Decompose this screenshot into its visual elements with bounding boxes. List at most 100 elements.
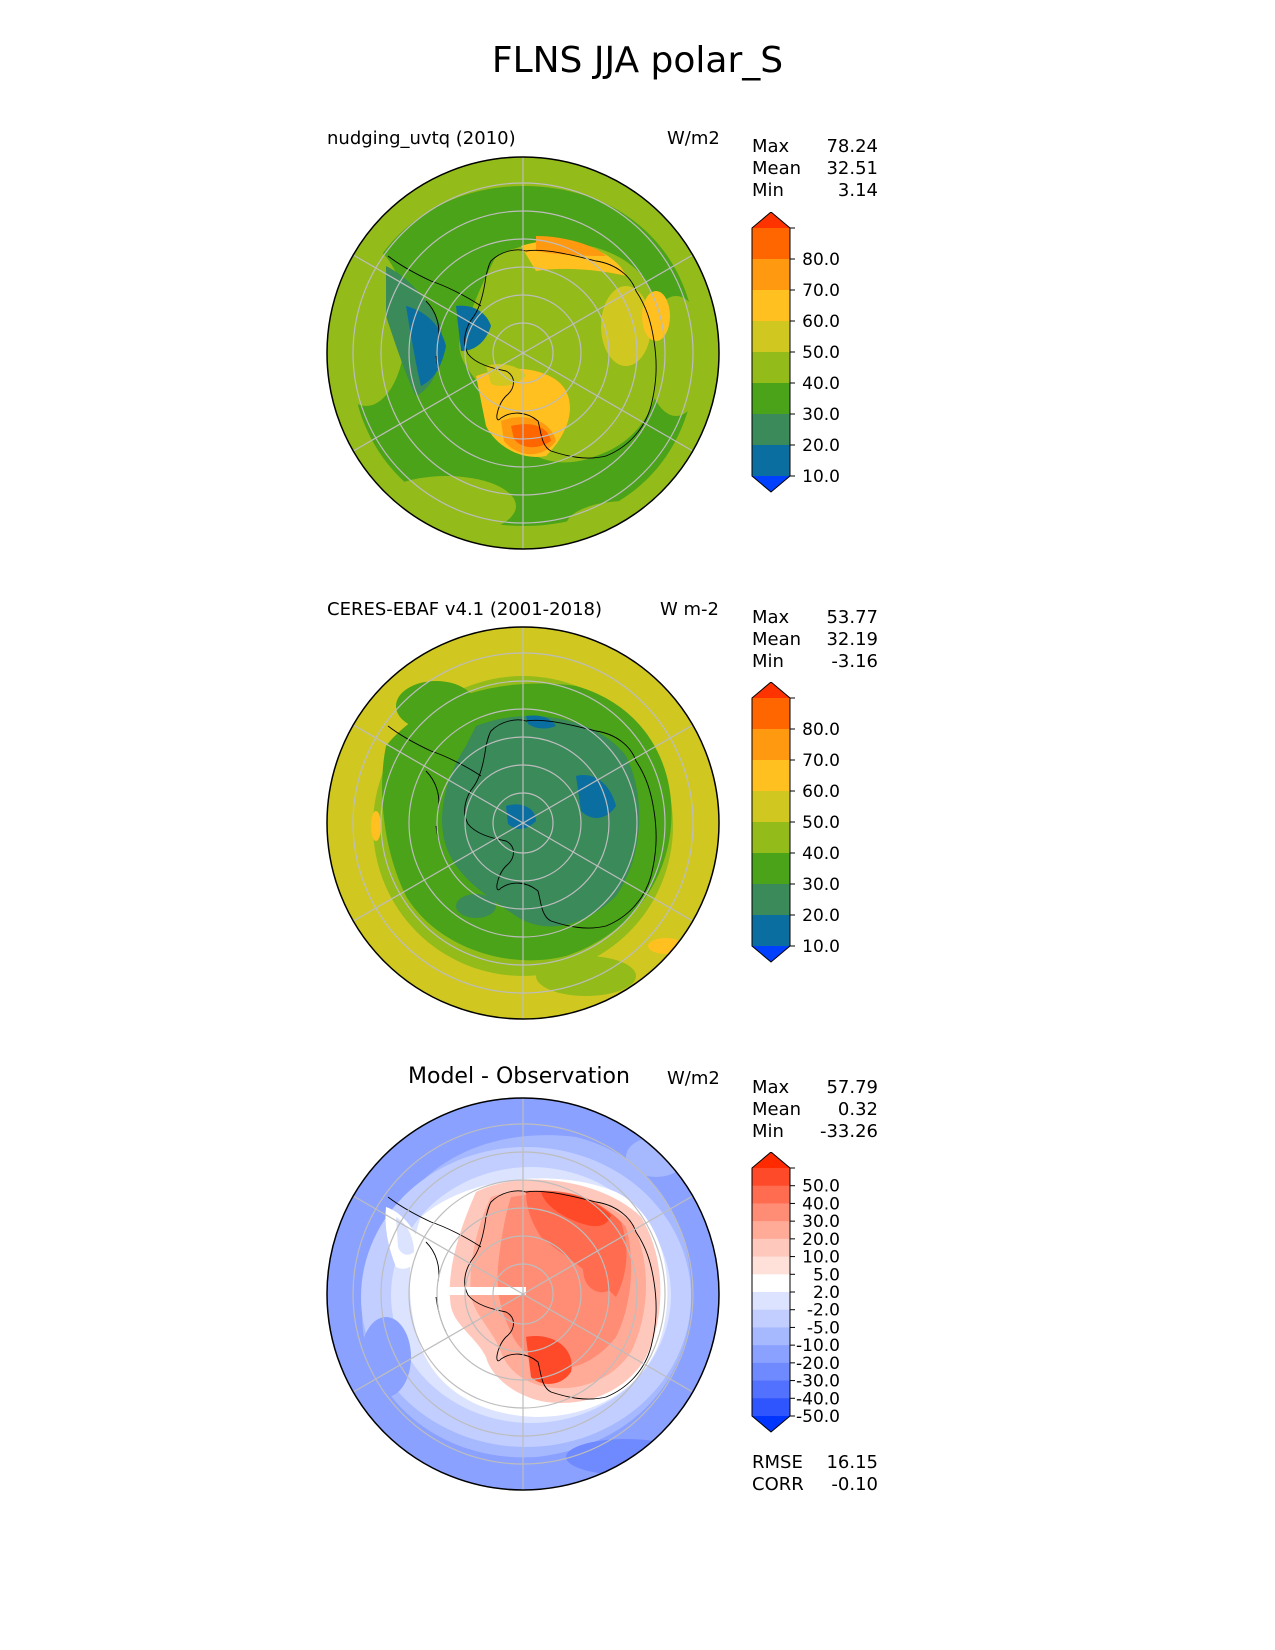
colorbar-segment [752, 1380, 790, 1399]
colorbar-tick-label: 30.0 [802, 875, 840, 895]
colorbar-tick-label: -5.0 [807, 1318, 840, 1338]
colorbar-tick-label: 10.0 [802, 937, 840, 957]
colorbar-tick-label: 5.0 [813, 1265, 840, 1285]
units-difference: W/m2 [667, 1068, 720, 1089]
colorbar-extend-max [752, 212, 790, 228]
colorbar-segment [752, 1345, 790, 1364]
stat-label: CORR [752, 1474, 804, 1495]
colorbar-extend-max [752, 1152, 790, 1168]
stat-value: 32.19 [826, 629, 878, 650]
colorbar-segment [752, 414, 790, 446]
colorbar-tick-label: 50.0 [802, 813, 840, 833]
colorbar-segment [752, 1274, 790, 1293]
stat-label: Min [752, 1121, 784, 1142]
stat-value: 16.15 [826, 1452, 878, 1473]
stat-label: Mean [752, 629, 802, 650]
colorbar-segment [752, 1238, 790, 1258]
colorbar-tick-label: 2.0 [813, 1283, 840, 1303]
stats-test: Max 78.24 Mean 32.51 Min 3.14 [752, 136, 878, 202]
stat-label: RMSE [752, 1452, 803, 1473]
colorbar-segment [752, 1362, 790, 1382]
stat-label: Min [752, 180, 784, 201]
colorbar-tick-label: 20.0 [802, 436, 840, 456]
stat-value: -33.26 [819, 1121, 878, 1142]
colorbar-reference: 80.070.060.050.040.030.020.010.00.0 [750, 681, 880, 988]
colorbar-segment [752, 259, 790, 291]
stat-value: 53.77 [826, 607, 878, 628]
colorbar-tick-label: 10.0 [802, 467, 840, 487]
colorbar-segment [752, 321, 790, 353]
stat-value: 57.79 [826, 1077, 878, 1098]
stat-label: Max [752, 136, 790, 157]
polar-map-test [326, 156, 720, 550]
stat-value: 3.14 [837, 180, 878, 201]
colorbar-test: 80.070.060.050.040.030.020.010.00.0 [750, 211, 880, 518]
colorbar-segment [752, 698, 790, 730]
colorbar-tick-label: 20.0 [802, 906, 840, 926]
colorbar-tick-label: 40.0 [802, 1194, 840, 1214]
colorbar-extend-max [752, 682, 790, 698]
colorbar-segment [752, 1185, 790, 1204]
colorbar-extend-min [752, 946, 790, 962]
units-test: W/m2 [667, 128, 720, 149]
polar-map-reference [326, 626, 720, 1020]
colorbar-segment [752, 760, 790, 792]
colorbar-segment [752, 352, 790, 384]
colorbar-tick-label: 60.0 [802, 782, 840, 802]
colorbar-tick-label: -10.0 [796, 1336, 840, 1356]
colorbar-tick-label: 40.0 [802, 844, 840, 864]
stat-label: Min [752, 651, 784, 672]
panel-title-reference: CERES-EBAF v4.1 (2001-2018) [327, 599, 603, 620]
colorbar-tick-label: 80.0 [802, 720, 840, 740]
colorbar-segment [752, 445, 790, 477]
stat-value: -0.10 [831, 1474, 878, 1495]
colorbar-tick-label: 30.0 [802, 405, 840, 425]
colorbar-tick-label: -50.0 [796, 1407, 840, 1427]
colorbar-tick-label: 50.0 [802, 343, 840, 363]
colorbar-tick-label: 20.0 [802, 1230, 840, 1250]
stat-label: Max [752, 607, 790, 628]
colorbar-svg: 50.040.030.020.010.05.02.0-2.0-5.0-10.0-… [751, 1151, 840, 1433]
polar-map-difference [326, 1097, 720, 1491]
colorbar-segment [752, 1327, 790, 1346]
colorbar-segment [752, 1309, 790, 1328]
stat-value: 78.24 [826, 136, 878, 157]
colorbar-tick-label: 30.0 [802, 1212, 840, 1232]
colorbar-segment [752, 1256, 790, 1275]
panel-title-test: nudging_uvtq (2010) [327, 128, 516, 149]
stats-reference: Max 53.77 Mean 32.19 Min -3.16 [752, 607, 878, 673]
colorbar-segment [752, 791, 790, 823]
colorbar-segment [752, 228, 790, 260]
colorbar-svg: 80.070.060.050.040.030.020.010.00.0 [751, 211, 840, 518]
colorbar-segment [752, 822, 790, 854]
colorbar-segment [752, 1292, 790, 1311]
colorbar-segment [752, 1221, 790, 1240]
stats-difference: Max 57.79 Mean 0.32 Min -33.26 [752, 1077, 878, 1143]
colorbar-extend-min [752, 1416, 790, 1432]
colorbar-segment [752, 1398, 790, 1417]
colorbar-segment [752, 383, 790, 415]
colorbar-segment [752, 915, 790, 947]
panel-title-difference: Model - Observation [408, 1064, 630, 1089]
colorbar-tick-label: 60.0 [802, 312, 840, 332]
units-reference: W m-2 [660, 599, 720, 620]
colorbar-segment [752, 1168, 790, 1187]
colorbar-extend-min [752, 476, 790, 492]
colorbar-segment [752, 884, 790, 916]
colorbar-tick-label: 80.0 [802, 250, 840, 270]
colorbar-tick-label: 50.0 [802, 1177, 840, 1197]
colorbar-tick-label: -30.0 [796, 1372, 840, 1392]
stat-label: Mean [752, 1099, 802, 1120]
stat-label: Mean [752, 158, 802, 179]
main-title: FLNS JJA polar_S [491, 40, 784, 81]
colorbar-tick-label: 70.0 [802, 281, 840, 301]
stat-value: 32.51 [826, 158, 878, 179]
colorbar-segment [752, 1203, 790, 1222]
colorbar-difference: 50.0 40.0 30.0 20.0 10.0 5.0 2.0 -2.0 -5.0 -10.0-… [750, 1151, 880, 1438]
colorbar-svg: 80.070.060.050.040.030.020.010.00.0 [751, 681, 840, 988]
stat-value: 0.32 [837, 1099, 878, 1120]
colorbar-segment [752, 853, 790, 885]
stat-label: Max [752, 1077, 790, 1098]
colorbar-tick-label: -20.0 [796, 1354, 840, 1374]
stats-rmse-corr: RMSE 16.15 CORR -0.10 [752, 1452, 878, 1496]
